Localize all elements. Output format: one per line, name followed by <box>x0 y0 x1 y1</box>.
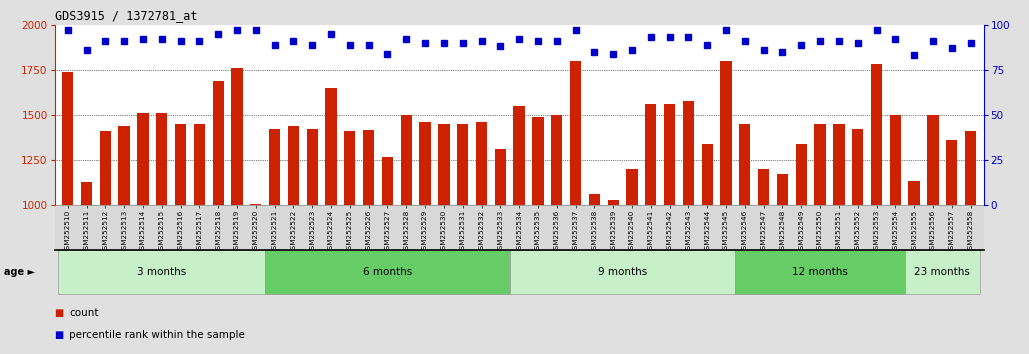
Bar <box>758 169 770 205</box>
Bar <box>795 144 807 205</box>
Bar <box>683 101 694 205</box>
Bar <box>589 194 600 205</box>
Bar <box>213 81 224 205</box>
Text: ■: ■ <box>55 330 64 339</box>
Bar <box>100 131 111 205</box>
Bar <box>927 115 938 205</box>
Bar <box>232 68 243 205</box>
Bar <box>118 126 130 205</box>
Bar <box>400 115 412 205</box>
Bar <box>852 130 863 205</box>
Bar <box>307 130 318 205</box>
Bar <box>457 124 468 205</box>
Bar <box>814 124 825 205</box>
Bar <box>890 115 901 205</box>
Bar <box>965 131 977 205</box>
Text: ■: ■ <box>55 308 64 318</box>
Text: GDS3915 / 1372781_at: GDS3915 / 1372781_at <box>55 9 197 22</box>
Text: 9 months: 9 months <box>598 267 647 277</box>
Bar <box>325 88 336 205</box>
Bar <box>739 124 750 205</box>
Bar <box>720 61 732 205</box>
Bar <box>570 61 581 205</box>
Text: 12 months: 12 months <box>792 267 848 277</box>
Bar <box>382 156 393 205</box>
Bar <box>532 117 543 205</box>
Bar <box>62 72 73 205</box>
Bar <box>438 124 450 205</box>
Text: 6 months: 6 months <box>363 267 412 277</box>
Bar <box>627 169 638 205</box>
Bar <box>645 104 657 205</box>
Bar <box>909 181 920 205</box>
Bar <box>288 126 299 205</box>
Text: 3 months: 3 months <box>137 267 186 277</box>
Text: age ►: age ► <box>4 267 35 277</box>
Bar <box>495 149 506 205</box>
Bar <box>946 140 957 205</box>
Bar <box>137 113 148 205</box>
Bar <box>269 130 280 205</box>
Bar <box>193 124 205 205</box>
Bar <box>345 131 355 205</box>
Bar <box>420 122 431 205</box>
Bar <box>250 204 261 205</box>
Bar <box>552 115 563 205</box>
Bar <box>363 130 375 205</box>
Text: 23 months: 23 months <box>915 267 970 277</box>
Bar <box>81 182 93 205</box>
Bar <box>475 122 487 205</box>
Bar <box>871 64 882 205</box>
Bar <box>702 144 713 205</box>
Bar <box>833 124 845 205</box>
Text: count: count <box>69 308 99 318</box>
Bar <box>156 113 168 205</box>
Bar <box>513 106 525 205</box>
Bar <box>607 200 618 205</box>
Bar <box>777 174 788 205</box>
Bar <box>175 124 186 205</box>
Bar <box>664 104 675 205</box>
Text: percentile rank within the sample: percentile rank within the sample <box>69 330 245 339</box>
